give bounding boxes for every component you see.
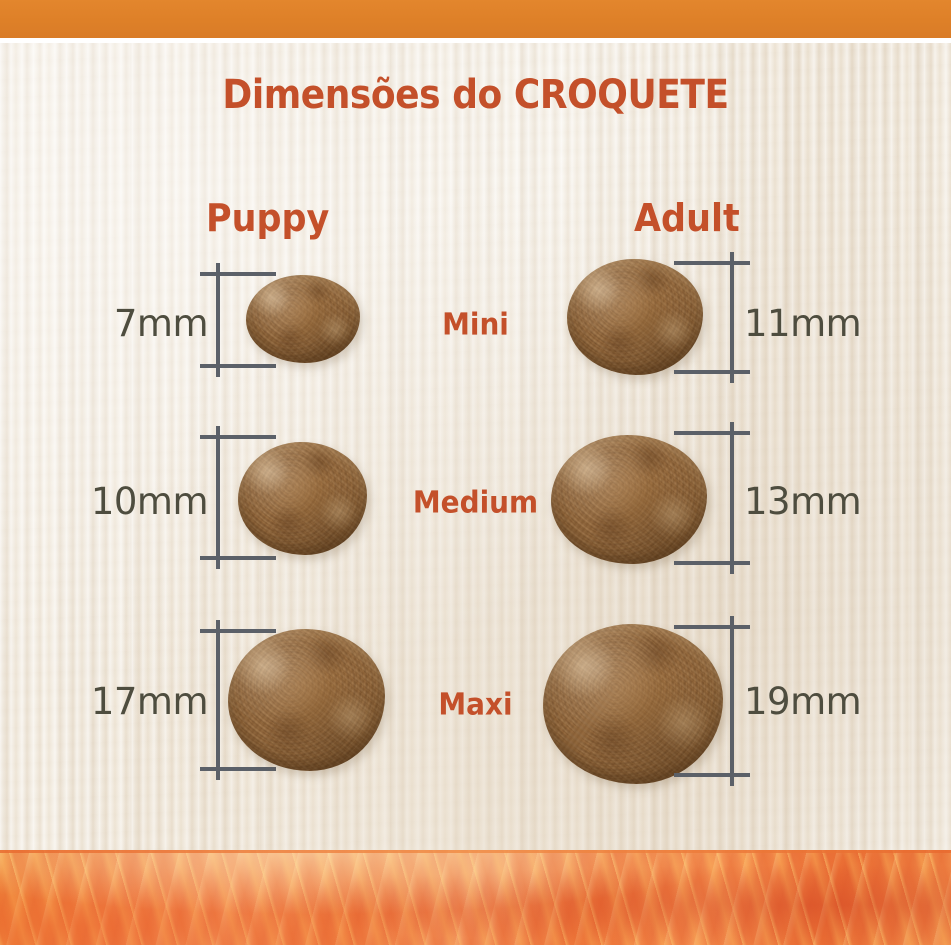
bracket-cap-top: [200, 629, 276, 633]
row-maxi: 17mm Maxi 19mm: [0, 612, 951, 797]
bracket-stem: [216, 426, 220, 569]
bracket-cap-bottom: [200, 364, 276, 368]
carrot-glow-overlay: [0, 850, 951, 945]
bracket-mini-puppy: [200, 263, 276, 377]
bracket-mini-adult: [672, 252, 750, 383]
column-header-adult: Adult: [634, 196, 740, 240]
bracket-stem: [216, 263, 220, 377]
page-title: Dimensões do CROQUETE: [222, 72, 729, 118]
measurement-medium-puppy: 10mm: [90, 480, 209, 523]
bracket-medium-puppy: [200, 426, 276, 569]
kibble-maxi-puppy: [228, 629, 385, 771]
kibble-mini-puppy: [246, 275, 360, 363]
bracket-cap-bottom: [200, 767, 276, 771]
bracket-stem: [730, 422, 734, 574]
kibble-medium-adult: [551, 435, 707, 564]
bracket-stem: [730, 252, 734, 383]
carrot-band-top-edge: [0, 850, 951, 853]
row-medium: 10mm Medium 13mm: [0, 418, 951, 588]
bracket-cap-top: [200, 435, 276, 439]
bracket-cap-top: [200, 272, 276, 276]
bracket-maxi-adult: [672, 616, 750, 786]
column-header-puppy: Puppy: [206, 196, 330, 240]
kibble-mini-adult: [567, 259, 703, 375]
measurement-mini-puppy: 7mm: [113, 302, 209, 345]
band-separator: [0, 38, 951, 43]
bracket-cap-bottom: [674, 370, 750, 374]
bracket-maxi-puppy: [200, 620, 276, 780]
top-orange-band: [0, 0, 951, 38]
measurement-maxi-adult: 19mm: [744, 680, 862, 723]
bracket-cap-top: [674, 431, 750, 435]
measurement-maxi-puppy: 17mm: [90, 680, 209, 723]
row-mini: 7mm Mini 11mm: [0, 250, 951, 400]
bracket-cap-top: [674, 261, 750, 265]
bracket-cap-bottom: [200, 556, 276, 560]
bracket-cap-bottom: [674, 561, 750, 565]
bracket-medium-adult: [672, 422, 750, 574]
bracket-cap-top: [674, 625, 750, 629]
kibble-medium-puppy: [238, 442, 367, 555]
wood-background: [0, 43, 951, 850]
measurement-medium-adult: 13mm: [744, 480, 862, 523]
bracket-cap-bottom: [674, 773, 750, 777]
bracket-stem: [730, 616, 734, 786]
measurement-mini-adult: 11mm: [744, 302, 862, 345]
bracket-stem: [216, 620, 220, 780]
bottom-carrot-band: [0, 850, 951, 945]
kibble-maxi-adult: [543, 624, 723, 784]
